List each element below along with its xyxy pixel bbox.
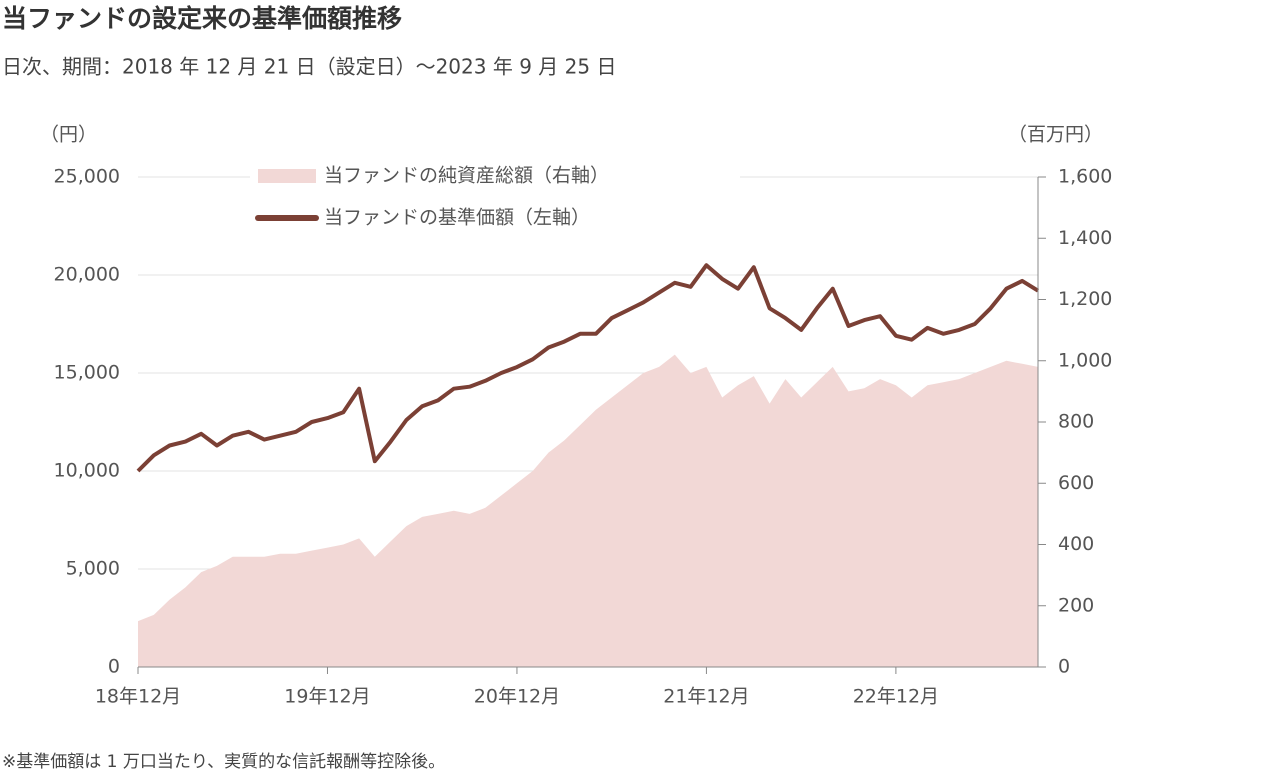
y-tick-label: 0 <box>108 656 120 678</box>
line <box>136 263 1040 473</box>
legend-label: 当ファンドの基準価額（左軸） <box>324 207 590 229</box>
x-tick-label: 20年12月 <box>474 686 560 708</box>
y2-tick-label: 800 <box>1058 411 1094 433</box>
y2-axis-label: （百万円） <box>1008 124 1103 146</box>
chart-subtitle: 日次、期間：2018 年 12 月 21 日（設定日）～2023 年 9 月 2… <box>2 55 616 79</box>
y2-tick-label: 1,000 <box>1058 349 1112 371</box>
x-tick-label: 18年12月 <box>95 686 181 708</box>
y-axis-label: （円） <box>40 124 97 146</box>
area <box>138 354 1038 667</box>
y-tick-label: 20,000 <box>54 264 120 286</box>
y2-tick-label: 0 <box>1058 656 1070 678</box>
axes: 0 5,000 10,000 15,000 20,000 25,000 0 200 400 600… <box>54 166 1113 708</box>
legend-label: 当ファンドの純資産総額（右軸） <box>324 165 609 187</box>
footnote: ※基準価額は 1 万口当たり、実質的な信託報酬等控除後。 <box>2 752 445 772</box>
y2-tick-label: 200 <box>1058 594 1094 616</box>
legend-box <box>250 158 740 238</box>
legend-swatch <box>258 169 316 183</box>
y-tick-label: 5,000 <box>66 558 120 580</box>
y2-tick-label: 1,600 <box>1058 166 1112 188</box>
y2-tick-label: 1,200 <box>1058 288 1112 310</box>
chart-title: 当ファンドの設定来の基準価額推移 <box>2 4 402 33</box>
x-tick-label: 21年12月 <box>663 686 749 708</box>
y-tick-label: 25,000 <box>54 166 120 188</box>
y2-tick-label: 600 <box>1058 472 1094 494</box>
x-tick-label: 19年12月 <box>284 686 370 708</box>
plot <box>136 263 1040 667</box>
legend: 当ファンドの純資産総額（右軸） 当ファンドの基準価額（左軸） <box>250 158 740 238</box>
y2-tick-label: 1,400 <box>1058 227 1112 249</box>
y-tick-label: 10,000 <box>54 460 120 482</box>
y-tick-label: 15,000 <box>54 362 120 384</box>
x-tick-label: 22年12月 <box>853 686 939 708</box>
y2-tick-label: 400 <box>1058 533 1094 555</box>
